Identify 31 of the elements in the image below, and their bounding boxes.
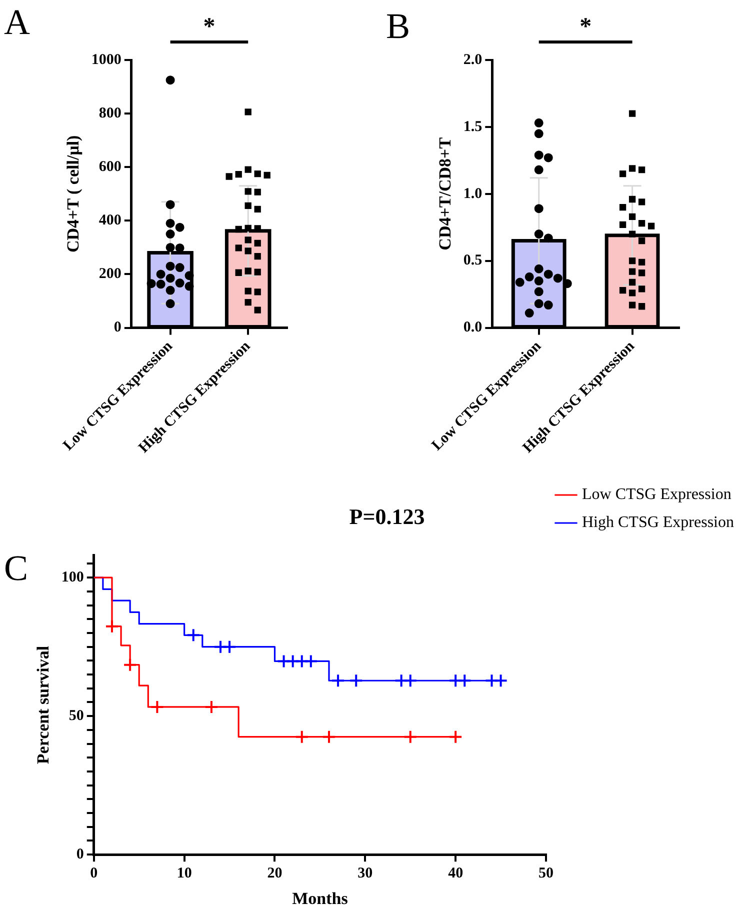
y-tick-label: 600: [98, 158, 122, 175]
chart-title: P=0.123: [349, 504, 425, 529]
y-axis-title: CD4+T ( cell/μl): [64, 135, 83, 252]
y-tick-label: 400: [98, 212, 122, 229]
y-tick-label: 0.5: [463, 252, 482, 269]
y-tick-label: 2.0: [463, 52, 482, 68]
y-tick-label: 1000: [91, 52, 122, 68]
y-tick-label: 50: [68, 708, 84, 724]
y-axis-title: CD4+T/CD8+T: [436, 136, 455, 250]
text: A: [4, 2, 30, 42]
y-tick-label: 100: [61, 569, 84, 586]
y-tick-label: 0.0: [463, 320, 482, 336]
text: *: [203, 14, 216, 40]
x-tick-label: 50: [538, 865, 554, 882]
x-tick-label: 20: [267, 865, 282, 882]
x-tick-label: 40: [448, 865, 464, 882]
x-tick-label: 10: [176, 865, 192, 882]
x-axis-title: Months: [292, 889, 348, 908]
y-tick-label: 0: [76, 846, 84, 862]
legend-label: Low CTSG Expression: [582, 486, 732, 504]
text: C: [4, 548, 28, 588]
y-tick-label: 1.5: [463, 118, 482, 135]
y-tick-label: 1.0: [463, 186, 482, 202]
text: *: [580, 14, 592, 40]
legend-label: High CTSG Expression: [582, 514, 734, 532]
y-tick-label: 0: [114, 320, 122, 336]
x-tick-label: 30: [358, 865, 373, 882]
y-tick-label: 200: [98, 266, 122, 282]
text: B: [386, 6, 410, 46]
y-axis-title: Percent survival: [34, 646, 53, 764]
y-tick-label: 800: [98, 105, 122, 122]
